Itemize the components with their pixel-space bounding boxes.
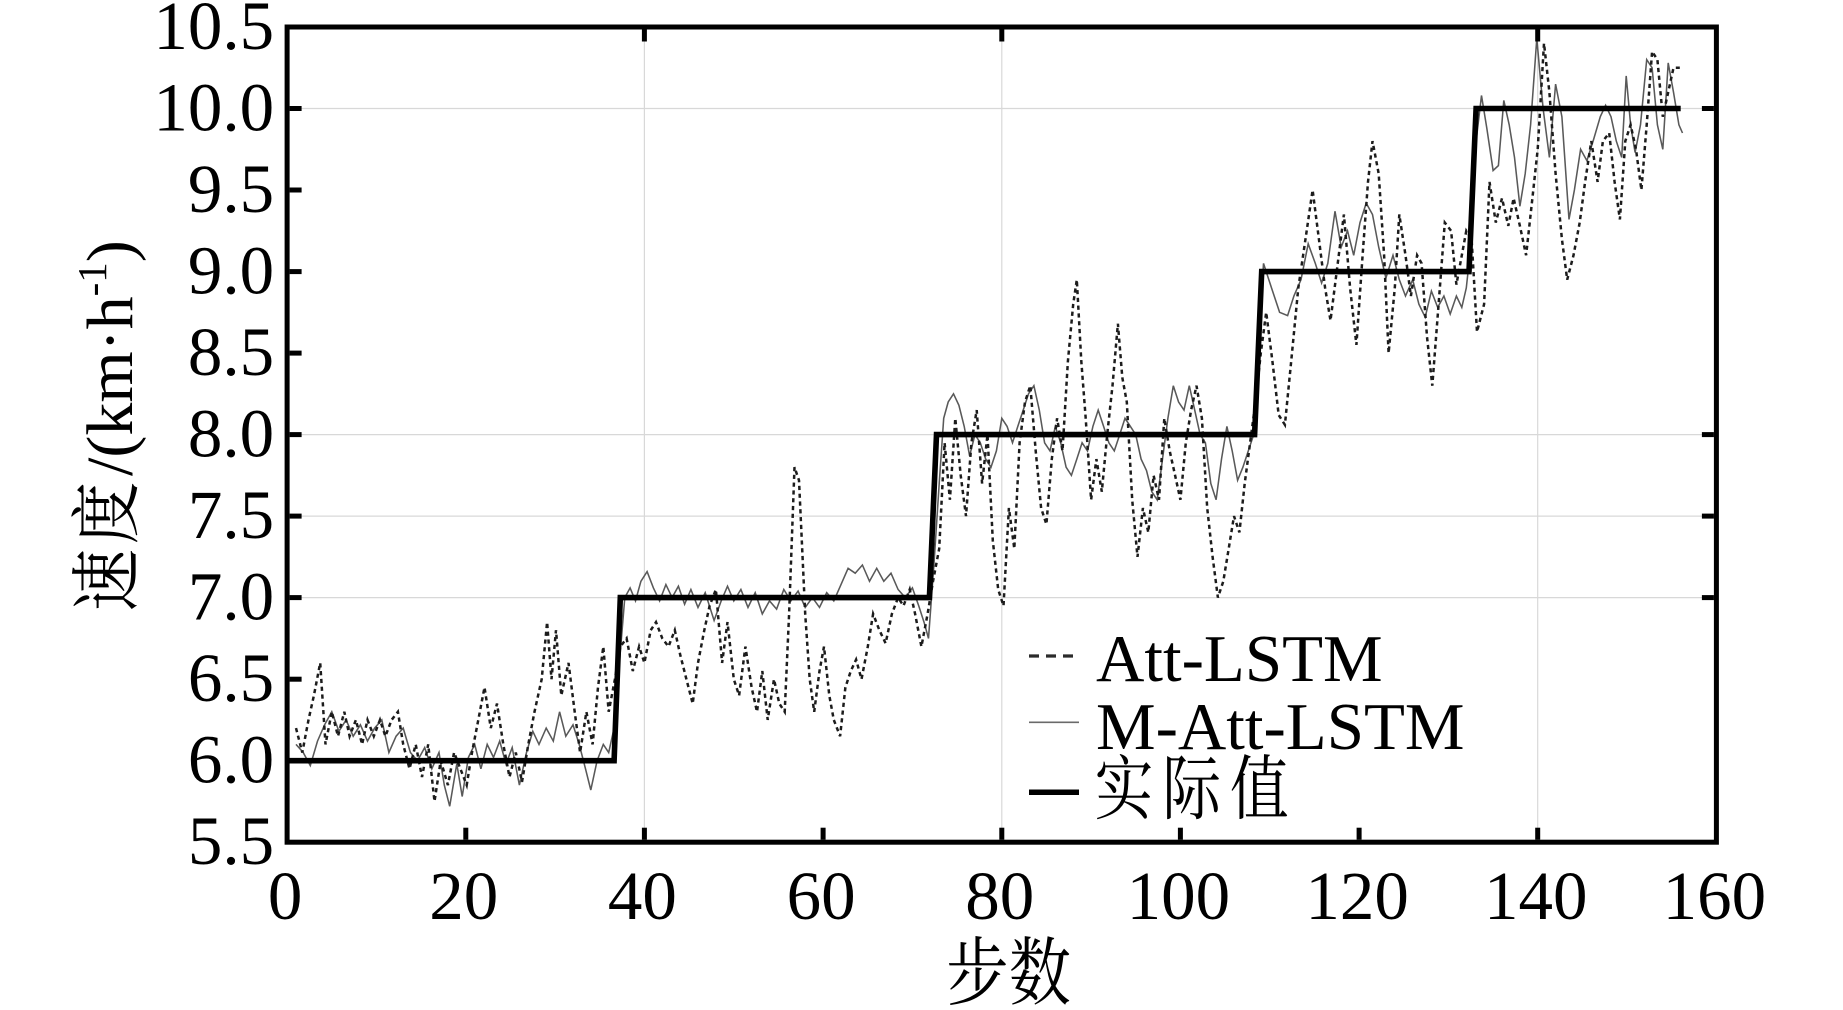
svg-text:100: 100 bbox=[1127, 858, 1231, 934]
svg-text:40: 40 bbox=[608, 858, 677, 934]
svg-text:120: 120 bbox=[1305, 858, 1409, 934]
svg-text:6.0: 6.0 bbox=[188, 722, 274, 798]
svg-text:9.5: 9.5 bbox=[188, 151, 274, 227]
svg-text:80: 80 bbox=[965, 858, 1034, 934]
svg-text:5.5: 5.5 bbox=[188, 803, 274, 879]
svg-text:8.0: 8.0 bbox=[188, 396, 274, 472]
svg-text:Att-LSTM: Att-LSTM bbox=[1096, 622, 1383, 696]
svg-text:10.5: 10.5 bbox=[153, 0, 274, 64]
svg-text:8.5: 8.5 bbox=[188, 314, 274, 390]
svg-text:7.5: 7.5 bbox=[188, 477, 274, 553]
svg-text:9.0: 9.0 bbox=[188, 233, 274, 309]
svg-text:60: 60 bbox=[787, 858, 856, 934]
svg-text:10.0: 10.0 bbox=[153, 70, 274, 146]
svg-text:6.5: 6.5 bbox=[188, 640, 274, 716]
svg-text:0: 0 bbox=[268, 858, 303, 934]
svg-text:140: 140 bbox=[1484, 858, 1588, 934]
svg-text:20: 20 bbox=[429, 858, 498, 934]
svg-text:160: 160 bbox=[1663, 858, 1767, 934]
svg-text:7.0: 7.0 bbox=[188, 559, 274, 635]
svg-text:M-Att-LSTM: M-Att-LSTM bbox=[1096, 690, 1465, 764]
